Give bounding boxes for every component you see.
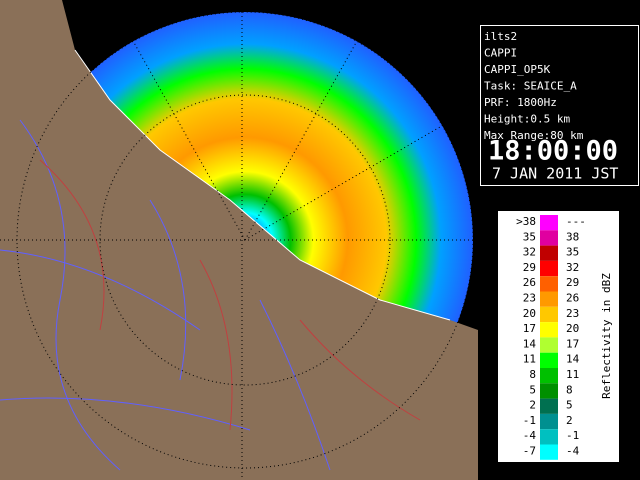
info-line: PRF: 1800Hz <box>484 96 557 109</box>
legend-panel <box>497 210 620 463</box>
info-line: Task: SEAICE_A <box>484 80 577 93</box>
legend-high: 32 <box>566 261 579 274</box>
legend-high: 38 <box>566 230 579 243</box>
legend-swatch <box>540 306 558 323</box>
legend-high: 35 <box>566 246 579 259</box>
legend-high: 17 <box>566 337 579 350</box>
legend-high: -1 <box>566 429 579 442</box>
legend-low: -7 <box>523 445 536 458</box>
legend-swatch <box>540 215 558 231</box>
legend-swatch <box>540 276 558 292</box>
info-line: CAPPI_OP5K <box>484 63 551 76</box>
legend-high: 26 <box>566 292 579 305</box>
legend-high: 11 <box>566 368 579 381</box>
legend-low: 11 <box>523 353 536 366</box>
legend-swatch <box>540 352 558 368</box>
legend-swatch <box>540 337 558 353</box>
legend-high: 2 <box>566 414 573 427</box>
legend-low: 35 <box>523 230 536 243</box>
legend-swatch <box>540 322 558 338</box>
legend-swatch <box>540 444 558 460</box>
info-line: Max Range:80 km <box>484 129 584 142</box>
azimuth-line <box>244 104 478 241</box>
legend-high: 14 <box>566 353 580 366</box>
date: 7 JAN 2011 JST <box>492 165 618 183</box>
rivers <box>0 119 331 471</box>
legend-title: Reflectivity in dBZ <box>600 273 613 399</box>
legend-high: 29 <box>566 276 579 289</box>
legend-high: --- <box>566 215 586 228</box>
legend-low: >38 <box>516 215 536 228</box>
boundaries <box>39 159 421 431</box>
legend-high: 5 <box>566 399 573 412</box>
legend-low: -1 <box>523 414 536 427</box>
legend-swatch <box>540 429 558 445</box>
legend-swatch <box>540 383 558 399</box>
legend-swatch <box>540 260 558 277</box>
legend-swatch <box>540 368 558 384</box>
info-line: CAPPI <box>484 47 517 60</box>
legend-swatch <box>540 398 558 414</box>
legend-low: 2 <box>529 399 536 412</box>
legend-swatch <box>540 230 558 246</box>
legend-high: 20 <box>566 322 579 335</box>
legend-swatch <box>540 291 558 307</box>
info-line: ilts2 <box>484 30 517 43</box>
legend-low: 8 <box>529 368 536 381</box>
legend-low: 20 <box>523 307 536 320</box>
legend-high: -4 <box>566 445 580 458</box>
legend-high: 23 <box>566 307 579 320</box>
legend-swatch <box>540 245 558 261</box>
legend-low: 23 <box>523 292 536 305</box>
legend-low: -4 <box>523 429 537 442</box>
info-text: ilts2 CAPPI CAPPI_OP5K Task: SEAICE_A PRF: 1… <box>484 30 584 142</box>
coastline <box>74 49 451 321</box>
legend-low: 26 <box>523 276 536 289</box>
terrain <box>0 0 478 480</box>
info-line: Height:0.5 km <box>484 113 570 126</box>
legend-low: 32 <box>523 246 536 259</box>
legend-high: 8 <box>566 383 573 396</box>
legend-low: 5 <box>529 383 536 396</box>
legend-low: 14 <box>523 337 537 350</box>
legend-low: 17 <box>523 322 536 335</box>
info-panel <box>480 25 639 186</box>
time: 18:00:00 <box>488 136 618 167</box>
range-ring <box>99 94 391 386</box>
legend-low: 29 <box>523 261 536 274</box>
legend-swatch <box>540 413 558 430</box>
